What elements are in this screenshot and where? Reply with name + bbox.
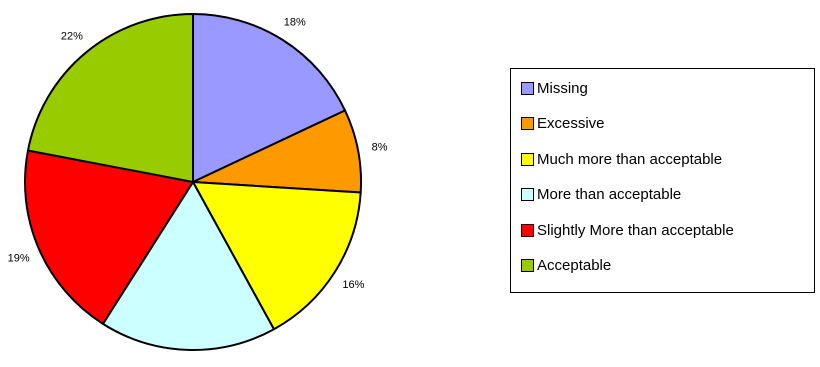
- legend-label: Acceptable: [537, 257, 612, 274]
- legend-swatch: [521, 152, 534, 166]
- pie-slice-3: [101, 181, 275, 352]
- legend-swatch: [521, 81, 534, 95]
- percent-label-0: 18%: [284, 17, 306, 29]
- legend-label: Much more than acceptable: [537, 150, 723, 168]
- percent-label-4: 19%: [8, 253, 30, 265]
- percent-labels: 18%8%16%17%19%22%: [8, 17, 388, 367]
- legend-label: Excessive: [537, 115, 605, 132]
- legend-label: Missing: [537, 79, 588, 97]
- pie-slice-0: [192, 13, 347, 183]
- legend-label: Slightly More than acceptable: [537, 221, 734, 239]
- legend-swatch: [521, 259, 534, 272]
- legend-item: Acceptable: [521, 256, 611, 276]
- legend-swatch: [521, 188, 534, 201]
- legend-item: Excessive: [521, 114, 605, 134]
- legend-item: More than acceptable: [521, 185, 681, 205]
- percent-label-1: 8%: [372, 141, 388, 153]
- pie-slice-2: [192, 181, 362, 331]
- pie-slices: [24, 13, 363, 352]
- legend-item: Much more than acceptable: [521, 149, 722, 169]
- legend-item: Missing: [521, 78, 588, 98]
- percent-label-5: 22%: [61, 31, 83, 43]
- pie-slice-5: [26, 13, 194, 183]
- pie-slice-4: [24, 149, 194, 325]
- legend-label: More than acceptable: [537, 186, 682, 203]
- legend-swatch: [521, 223, 534, 237]
- percent-label-2: 16%: [342, 279, 364, 291]
- chart-legend: Missing Excessive Much more than acceptabl…: [510, 68, 815, 293]
- legend-item: Slightly More than acceptable: [521, 220, 734, 240]
- legend-swatch: [521, 117, 534, 130]
